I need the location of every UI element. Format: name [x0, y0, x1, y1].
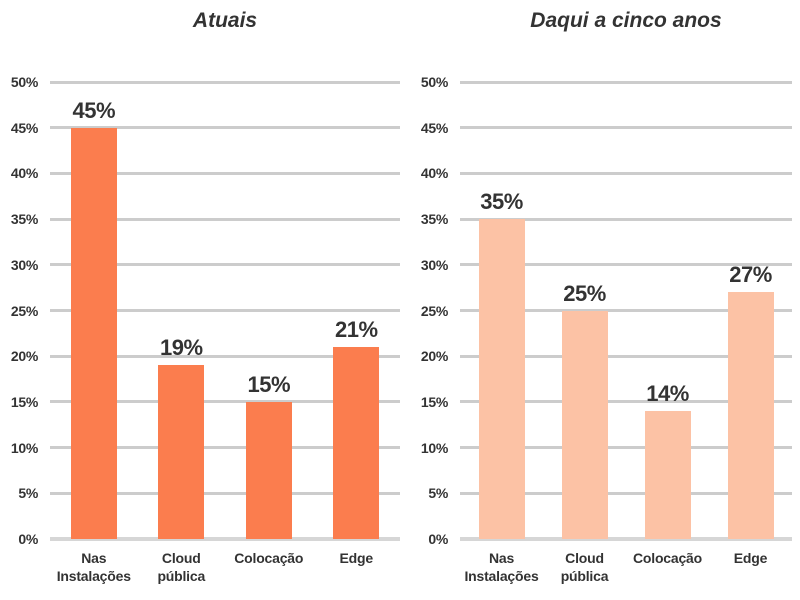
- y-tick-label-30: 30%: [10, 256, 38, 273]
- bar-edge: 21%: [333, 317, 380, 539]
- gridline-20: [50, 354, 400, 358]
- y-tick-label-40: 40%: [420, 165, 448, 182]
- y-tick-label-30: 30%: [420, 256, 448, 273]
- gridline-40: [460, 171, 792, 175]
- y-tick-label-0: 0%: [428, 531, 448, 547]
- bar-colocacao: 15%: [245, 372, 292, 539]
- gridline-25: [460, 309, 792, 312]
- gridline-5: [460, 491, 792, 495]
- x-label-nas-instalacoes: Nas Instalações: [50, 549, 138, 585]
- y-tick-label-5: 5%: [18, 485, 38, 502]
- bar-value-label-edge: 27%: [729, 262, 772, 288]
- x-label-colocacao: Colocação: [626, 549, 709, 585]
- x-axis-labels: Nas Instalações Cloud pública Colocação Edg…: [50, 549, 400, 585]
- chart-panel-atuais: Atuais 0% 5% 10% 15% 20% 25% 30% 35% 40% 45% 50% 4…: [0, 9, 400, 585]
- bar-slot-cloud-publica: 25%: [543, 82, 626, 539]
- x-axis-baseline: [460, 537, 792, 541]
- x-label-nas-instalacoes: Nas Instalações: [460, 549, 543, 585]
- gridline-10: [50, 446, 400, 450]
- gridline-40: [50, 171, 400, 175]
- gridline-30: [50, 263, 400, 267]
- chart-body: 0% 5% 10% 15% 20% 25% 30% 35% 40% 45% 50% 35% 25% 14…: [400, 74, 792, 547]
- y-tick-label-10: 10%: [10, 439, 38, 456]
- gridline-20: [460, 354, 792, 358]
- y-tick-label-20: 20%: [10, 348, 38, 365]
- x-label-cloud-publica: Cloud pública: [543, 549, 626, 585]
- bar-value-label-cloud-publica: 19%: [159, 335, 203, 361]
- bar-slot-colocacao: 15%: [225, 82, 313, 539]
- bar-value-label-nas-instalacoes: 45%: [72, 97, 116, 123]
- y-tick-label-35: 35%: [10, 211, 38, 228]
- bar-slot-cloud-publica: 19%: [138, 82, 226, 539]
- x-label-text-colocacao: Colocação: [633, 550, 702, 566]
- x-label-colocacao: Colocação: [225, 549, 313, 585]
- y-tick-label-15: 15%: [420, 393, 448, 410]
- bars: 45% 19% 15% 21%: [50, 82, 400, 539]
- bars: 35% 25% 14% 27%: [460, 82, 792, 539]
- x-label-text-cloud-publica: Cloud pública: [560, 550, 609, 585]
- gridline-35: [460, 217, 792, 221]
- bar-cloud-publica: 25%: [561, 281, 608, 539]
- y-tick-label-5: 5%: [428, 485, 448, 502]
- x-label-edge: Edge: [313, 549, 401, 585]
- bar-nas-instalacoes: 35%: [478, 189, 525, 539]
- x-label-text-edge: Edge: [339, 550, 374, 566]
- gridline-35: [50, 217, 400, 221]
- x-axis-baseline: [50, 537, 400, 541]
- x-label-text-nas-instalacoes: Nas Instalações: [56, 550, 131, 585]
- bar-slot-nas-instalacoes: 45%: [50, 82, 138, 539]
- bar-edge: 27%: [727, 262, 774, 539]
- gridline-30: [460, 263, 792, 267]
- bar-slot-edge: 21%: [313, 82, 401, 539]
- bar-value-label-edge: 21%: [334, 317, 378, 343]
- plot-area: 45% 19% 15% 21%: [50, 80, 400, 541]
- gridline-50: [50, 80, 400, 84]
- y-axis: 0% 5% 10% 15% 20% 25% 30% 35% 40% 45% 50%: [400, 74, 460, 547]
- x-label-edge: Edge: [709, 549, 792, 585]
- bar-value-label-nas-instalacoes: 35%: [480, 189, 523, 215]
- bar-value-label-colocacao: 15%: [247, 371, 291, 397]
- chart-title-daqui-a-cinco-anos: Daqui a cinco anos: [530, 9, 722, 32]
- y-tick-label-35: 35%: [420, 211, 448, 228]
- bar-slot-colocacao: 14%: [626, 82, 709, 539]
- y-tick-label-20: 20%: [420, 348, 448, 365]
- bar-value-label-cloud-publica: 25%: [563, 280, 606, 306]
- plot-area: 35% 25% 14% 27%: [460, 80, 792, 541]
- y-tick-label-45: 45%: [10, 119, 38, 136]
- y-tick-label-40: 40%: [10, 165, 38, 182]
- gridline-15: [460, 400, 792, 404]
- x-label-text-cloud-publica: Cloud pública: [157, 550, 206, 585]
- bar-colocacao: 14%: [644, 381, 691, 539]
- x-label-text-nas-instalacoes: Nas Instalações: [464, 550, 539, 585]
- bar-slot-edge: 27%: [709, 82, 792, 539]
- bar-cloud-publica: 19%: [158, 335, 205, 539]
- gridline-45: [460, 126, 792, 130]
- gridline-25: [50, 309, 400, 312]
- chart-body: 0% 5% 10% 15% 20% 25% 30% 35% 40% 45% 50% 45% 19% 15…: [0, 74, 400, 547]
- gridline-10: [460, 446, 792, 450]
- gridline-15: [50, 400, 400, 404]
- y-tick-label-25: 25%: [420, 302, 448, 319]
- x-label-cloud-publica: Cloud pública: [138, 549, 226, 585]
- y-tick-label-25: 25%: [10, 302, 38, 319]
- y-axis: 0% 5% 10% 15% 20% 25% 30% 35% 40% 45% 50%: [0, 74, 50, 547]
- bar-nas-instalacoes: 45%: [70, 98, 117, 539]
- gridline-45: [50, 126, 400, 130]
- bar-value-label-colocacao: 14%: [646, 381, 689, 407]
- y-tick-label-50: 50%: [10, 74, 38, 90]
- gridline-50: [460, 80, 792, 84]
- y-tick-label-15: 15%: [10, 393, 38, 410]
- y-tick-label-50: 50%: [420, 74, 448, 90]
- x-label-text-colocacao: Colocação: [234, 550, 304, 566]
- y-tick-label-45: 45%: [420, 119, 448, 136]
- x-label-text-edge: Edge: [733, 550, 768, 566]
- y-tick-label-10: 10%: [420, 439, 448, 456]
- bar-slot-nas-instalacoes: 35%: [460, 82, 543, 539]
- y-tick-label-0: 0%: [18, 531, 38, 547]
- x-axis-labels: Nas Instalações Cloud pública Colocação Edg…: [460, 549, 792, 585]
- chart-title-atuais: Atuais: [192, 9, 258, 32]
- gridline-5: [50, 491, 400, 495]
- chart-panel-daqui-a-cinco-anos: Daqui a cinco anos 0% 5% 10% 15% 20% 25% 30% 35…: [400, 0, 800, 600]
